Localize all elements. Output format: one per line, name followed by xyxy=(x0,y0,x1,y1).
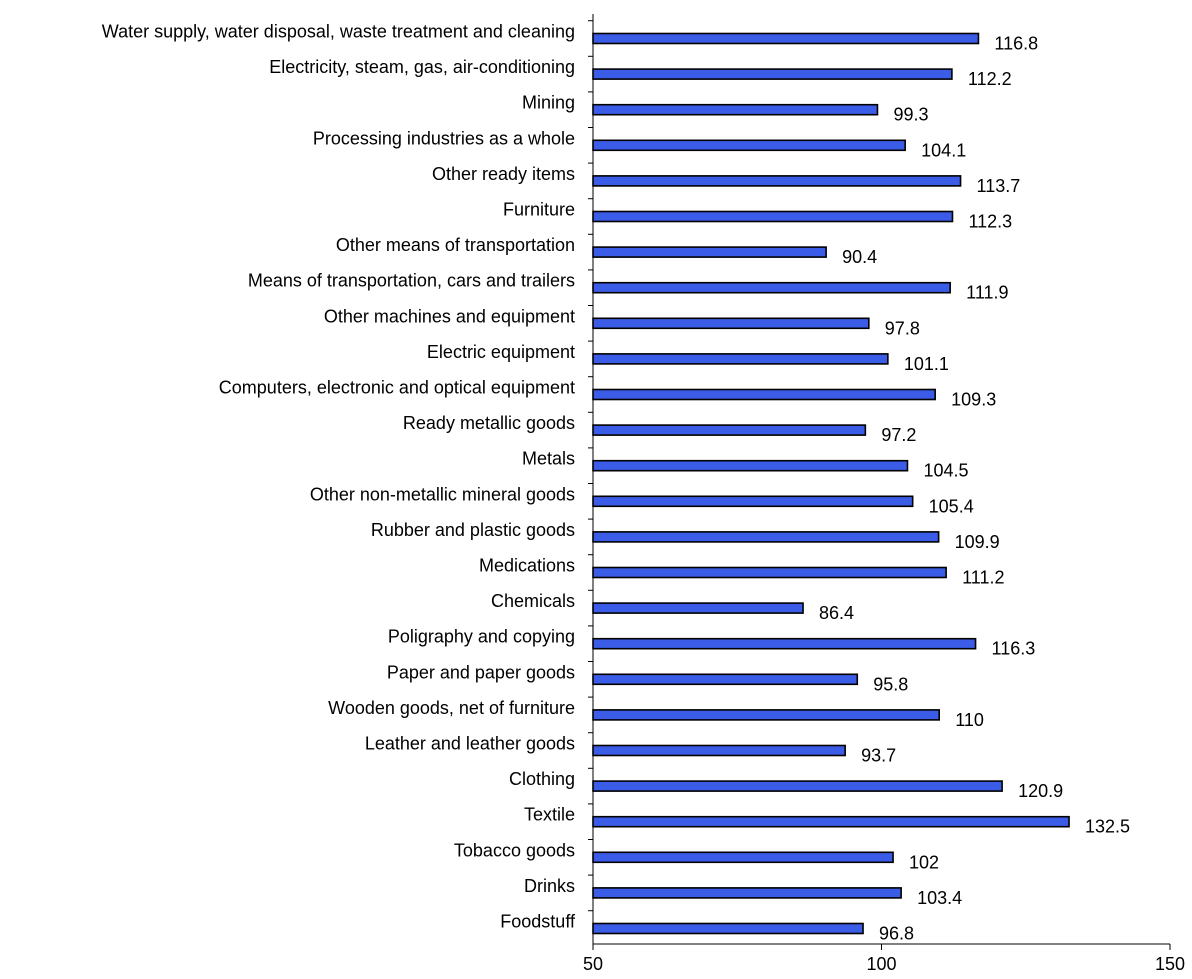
category-label: Ready metallic goods xyxy=(403,413,575,433)
x-tick-label: 50 xyxy=(583,954,603,974)
bar xyxy=(592,424,867,436)
value-label: 96.8 xyxy=(879,924,914,944)
bar xyxy=(592,709,941,721)
bar xyxy=(592,32,980,45)
category-label: Wooden goods, net of furniture xyxy=(328,698,575,718)
value-label: 109.9 xyxy=(955,532,1000,552)
value-label: 110 xyxy=(955,710,984,730)
category-label: Electric equipment xyxy=(427,342,575,362)
category-label: Chemicals xyxy=(491,591,575,611)
value-label: 90.4 xyxy=(842,247,877,267)
category-label: Metals xyxy=(522,449,575,469)
value-label: 101.1 xyxy=(904,354,949,374)
value-label: 86.4 xyxy=(819,603,854,623)
category-label: Mining xyxy=(522,93,575,113)
category-label: Other machines and equipment xyxy=(324,306,575,326)
bar xyxy=(592,175,962,187)
bar xyxy=(592,922,864,935)
category-label: Paper and paper goods xyxy=(387,662,575,682)
category-label: Drinks xyxy=(524,876,575,896)
bar xyxy=(592,780,1003,792)
labels-layer: Water supply, water disposal, waste trea… xyxy=(102,22,1130,944)
bar xyxy=(592,317,870,330)
bar xyxy=(592,103,879,116)
bar xyxy=(592,637,977,650)
bar xyxy=(592,602,804,614)
category-label: Other means of transportation xyxy=(336,235,575,255)
value-label: 111.2 xyxy=(962,568,1004,588)
category-label: Furniture xyxy=(503,200,575,220)
value-label: 112.3 xyxy=(968,212,1012,232)
bar xyxy=(592,531,940,543)
bar xyxy=(592,353,889,365)
bar xyxy=(592,887,902,899)
category-label: Electricity, steam, gas, air-conditionin… xyxy=(269,57,575,77)
bar xyxy=(592,459,909,472)
category-label: Medications xyxy=(479,556,575,576)
bar xyxy=(592,744,846,757)
value-label: 104.5 xyxy=(923,461,968,481)
value-label: 113.7 xyxy=(977,176,1021,196)
x-tick-label: 100 xyxy=(866,954,896,974)
category-label: Means of transportation, cars and traile… xyxy=(248,271,575,291)
value-label: 95.8 xyxy=(873,674,908,694)
category-label: Processing industries as a whole xyxy=(313,128,575,148)
value-label: 93.7 xyxy=(861,746,896,766)
value-label: 111.9 xyxy=(966,283,1008,303)
value-label: 97.2 xyxy=(881,425,916,445)
bar xyxy=(592,68,953,80)
bar xyxy=(592,673,859,686)
bar xyxy=(592,281,951,294)
bar xyxy=(592,566,947,579)
x-tick-label: 150 xyxy=(1155,954,1185,974)
bars-layer xyxy=(592,32,1070,935)
category-label: Computers, electronic and optical equipm… xyxy=(219,378,575,398)
value-label: 99.3 xyxy=(893,105,928,125)
category-label: Clothing xyxy=(509,769,575,789)
category-label: Tobacco goods xyxy=(454,840,575,860)
value-label: 104.1 xyxy=(921,140,966,160)
category-label: Poligraphy and copying xyxy=(388,627,575,647)
bar xyxy=(592,815,1070,828)
value-label: 109.3 xyxy=(951,390,996,410)
category-label: Rubber and plastic goods xyxy=(371,520,575,540)
category-label: Water supply, water disposal, waste trea… xyxy=(102,22,575,42)
category-label: Foodstuff xyxy=(500,912,576,932)
category-label: Other non-metallic mineral goods xyxy=(310,484,575,504)
bar xyxy=(592,495,914,508)
bar xyxy=(592,210,954,223)
value-label: 102 xyxy=(909,852,939,872)
bar xyxy=(592,139,906,152)
value-label: 120.9 xyxy=(1018,781,1063,801)
category-label: Textile xyxy=(524,805,575,825)
value-label: 116.3 xyxy=(992,639,1036,659)
category-label: Other ready items xyxy=(432,164,575,184)
bar xyxy=(592,851,894,864)
bar xyxy=(592,388,936,401)
value-label: 103.4 xyxy=(917,888,962,908)
value-label: 97.8 xyxy=(885,318,920,338)
value-label: 132.5 xyxy=(1085,817,1130,837)
value-label: 112.2 xyxy=(968,69,1012,89)
bar xyxy=(592,246,827,258)
value-label: 116.8 xyxy=(994,34,1038,54)
value-label: 105.4 xyxy=(929,496,974,516)
category-label: Leather and leather goods xyxy=(365,734,575,754)
